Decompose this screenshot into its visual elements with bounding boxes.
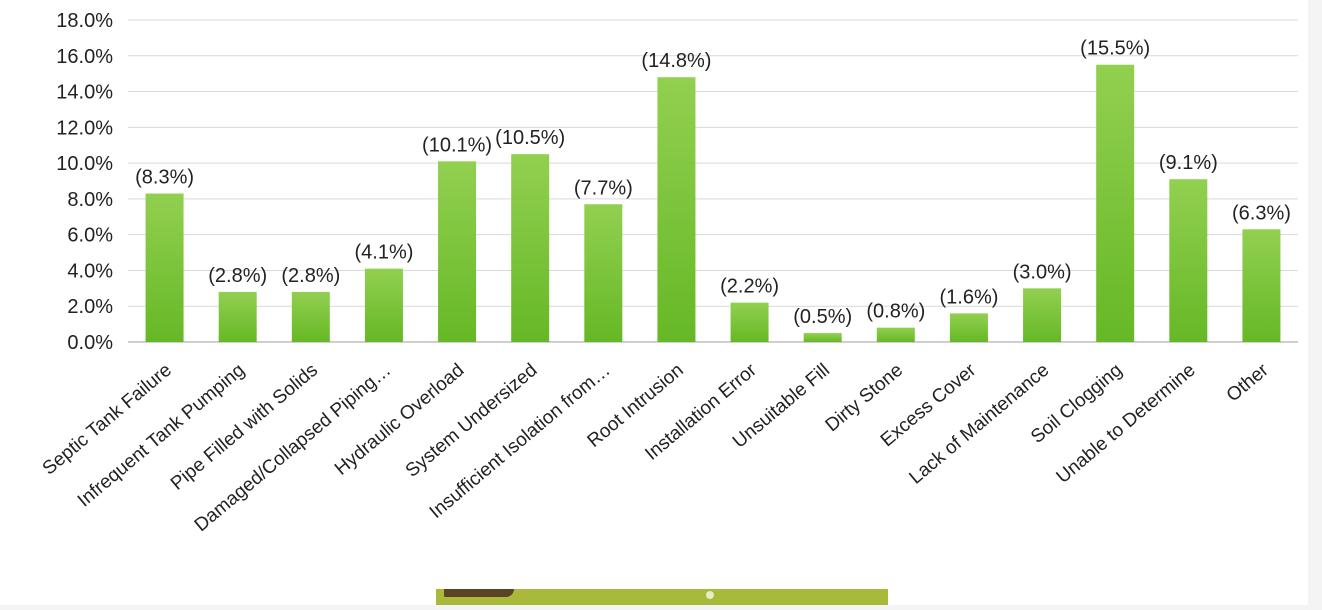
- y-tick-label: 0.0%: [67, 332, 113, 354]
- data-label: (10.1%): [422, 134, 492, 156]
- y-tick-label: 6.0%: [67, 225, 113, 247]
- bar: [1169, 179, 1208, 342]
- bar: [364, 268, 403, 342]
- data-label: (1.6%): [939, 286, 998, 308]
- data-label: (2.8%): [208, 265, 267, 287]
- partial-photo: [436, 589, 888, 605]
- y-tick-label: 18.0%: [56, 10, 113, 32]
- bar: [1023, 288, 1062, 342]
- data-label: (7.7%): [574, 177, 633, 199]
- y-tick-label: 14.0%: [56, 82, 113, 104]
- data-label: (3.0%): [1013, 261, 1072, 283]
- data-label: (9.1%): [1159, 152, 1218, 174]
- bar: [145, 193, 184, 342]
- data-label: (2.2%): [720, 276, 779, 298]
- y-tick-label: 8.0%: [67, 189, 113, 211]
- bars: [145, 64, 1281, 342]
- tree-branch: [444, 589, 514, 597]
- data-label: (0.5%): [793, 306, 852, 328]
- bar: [584, 204, 623, 342]
- bar: [1096, 64, 1135, 342]
- bar: [730, 302, 769, 342]
- y-tick-label: 10.0%: [56, 153, 113, 175]
- bar: [1242, 229, 1281, 342]
- data-label: (14.8%): [641, 50, 711, 72]
- bar: [803, 333, 842, 342]
- y-tick-label: 12.0%: [56, 117, 113, 139]
- bar: [511, 154, 550, 342]
- data-label: (8.3%): [135, 167, 194, 189]
- bar: [949, 313, 988, 342]
- y-axis-tick-labels: 0.0% 2.0% 4.0% 6.0% 8.0% 10.0% 12.0% 14.0% 16.0%…: [56, 10, 113, 354]
- data-label: (4.1%): [354, 242, 413, 264]
- bar: [438, 161, 477, 342]
- data-label: (0.8%): [866, 301, 925, 323]
- data-label: (15.5%): [1080, 38, 1150, 60]
- data-label: (10.5%): [495, 127, 565, 149]
- bar: [876, 327, 915, 342]
- y-tick-label: 4.0%: [67, 260, 113, 282]
- page-edge: [1308, 0, 1322, 605]
- y-tick-label: 2.0%: [67, 296, 113, 318]
- data-label: (2.8%): [281, 265, 340, 287]
- bar: [218, 291, 257, 342]
- bar: [657, 77, 696, 342]
- data-labels: (8.3%) (2.8%) (2.8%) (4.1%) (10.1%) (10.5%) (7…: [135, 38, 1291, 328]
- data-label: (6.3%): [1232, 202, 1291, 224]
- bar: [291, 291, 330, 342]
- light-spot: [706, 591, 714, 599]
- y-tick-label: 16.0%: [56, 46, 113, 68]
